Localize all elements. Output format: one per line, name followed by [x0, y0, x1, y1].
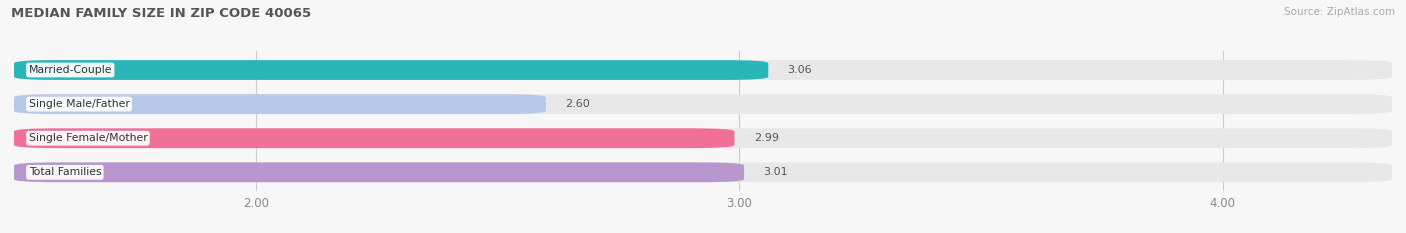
Text: Single Female/Mother: Single Female/Mother: [28, 133, 148, 143]
Text: Total Families: Total Families: [28, 167, 101, 177]
FancyBboxPatch shape: [14, 94, 546, 114]
Text: Single Male/Father: Single Male/Father: [28, 99, 129, 109]
FancyBboxPatch shape: [14, 94, 1392, 114]
Text: 3.06: 3.06: [787, 65, 813, 75]
Text: Source: ZipAtlas.com: Source: ZipAtlas.com: [1284, 7, 1395, 17]
Text: MEDIAN FAMILY SIZE IN ZIP CODE 40065: MEDIAN FAMILY SIZE IN ZIP CODE 40065: [11, 7, 311, 20]
FancyBboxPatch shape: [14, 128, 734, 148]
FancyBboxPatch shape: [14, 128, 1392, 148]
Text: 2.60: 2.60: [565, 99, 591, 109]
Text: Married-Couple: Married-Couple: [28, 65, 112, 75]
FancyBboxPatch shape: [14, 60, 1392, 80]
FancyBboxPatch shape: [14, 162, 1392, 182]
Text: 2.99: 2.99: [754, 133, 779, 143]
FancyBboxPatch shape: [14, 60, 768, 80]
Text: 3.01: 3.01: [763, 167, 787, 177]
FancyBboxPatch shape: [14, 162, 744, 182]
